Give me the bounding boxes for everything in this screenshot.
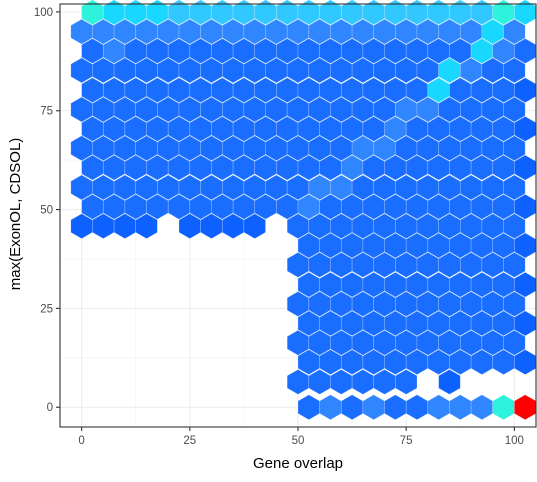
- hex-bin: [362, 394, 385, 421]
- x-tick-label: 25: [183, 435, 196, 447]
- hex-bin: [503, 135, 526, 162]
- hex-bin: [503, 174, 526, 201]
- hex-bin: [373, 369, 396, 395]
- x-tick-label: 50: [292, 435, 305, 447]
- y-axis-title: max(ExonOL, CDSOL): [7, 138, 24, 291]
- hex-bin: [330, 369, 353, 395]
- hex-bin: [503, 213, 526, 240]
- y-tick-label: 100: [34, 7, 53, 19]
- y-tick-label: 25: [40, 303, 53, 315]
- hex-bin: [297, 394, 320, 421]
- hex-bin: [286, 369, 310, 395]
- hex-bin: [319, 394, 342, 421]
- hex-bin: [384, 394, 407, 421]
- hex-bin: [503, 96, 526, 123]
- x-tick-label: 100: [505, 435, 524, 447]
- hex-bin: [449, 394, 472, 421]
- hex-layer: [70, 0, 537, 421]
- hex-bin: [427, 394, 450, 421]
- hex-bin: [438, 369, 461, 395]
- hex-bin: [470, 394, 494, 421]
- hex-bin: [340, 394, 364, 421]
- hex-bin: [503, 291, 526, 317]
- hex-bin: [351, 369, 375, 395]
- hex-bin: [503, 18, 526, 45]
- x-tick-label: 0: [78, 435, 84, 447]
- x-axis-title: Gene overlap: [253, 455, 343, 472]
- hex-bin: [514, 394, 537, 421]
- hex-bin: [243, 213, 266, 240]
- hex-bin: [308, 369, 331, 395]
- axis-layer: 0 25 50 75 100 0 25 50 75 100: [34, 3, 537, 447]
- hex-bin: [492, 394, 515, 421]
- hex-bin: [395, 369, 418, 395]
- hex-bin: [503, 252, 526, 278]
- hex-bin: [503, 57, 526, 84]
- y-tick-label: 0: [47, 402, 53, 414]
- hex-bin: [405, 394, 429, 421]
- hex-bin: [135, 213, 158, 240]
- x-tick-label: 75: [400, 435, 413, 447]
- y-tick-label: 50: [40, 205, 53, 217]
- hex-bin: [503, 329, 526, 356]
- y-tick-label: 75: [40, 106, 53, 118]
